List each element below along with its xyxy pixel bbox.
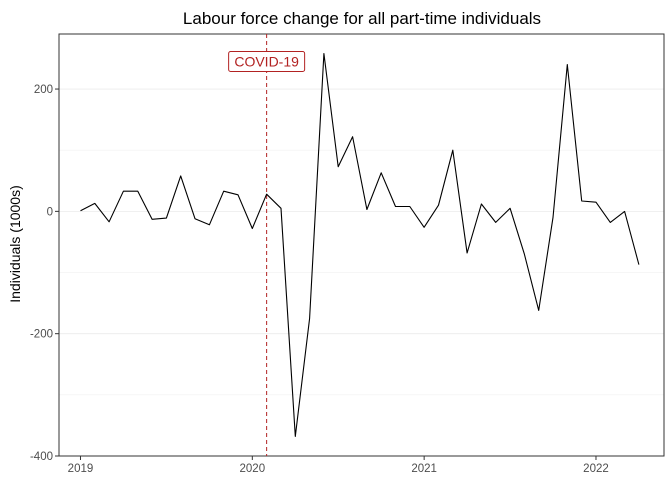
series-line	[80, 53, 640, 437]
covid-label: COVID-19	[234, 54, 299, 70]
x-tick-label: 2021	[411, 463, 437, 475]
x-tick-label: 2020	[240, 463, 266, 475]
y-axis-label: Individuals (1000s)	[7, 185, 23, 303]
covid-label-box	[228, 51, 306, 73]
y-tick-label: -200	[30, 329, 53, 341]
y-tick-label: 200	[34, 84, 53, 96]
y-tick-label: -400	[30, 451, 53, 463]
series-layer	[80, 53, 640, 437]
plot-border	[58, 33, 665, 457]
y-tick-label: 0	[47, 206, 53, 218]
x-tick-label: 2022	[583, 463, 609, 475]
annotation-layer: COVID-19	[228, 34, 306, 456]
x-tick-label: 2019	[68, 463, 94, 475]
chart-title: Labour force change for all part-time in…	[183, 9, 541, 28]
axes: 200 0 -200 -400 2019 2020 2021 2022	[30, 33, 665, 475]
gridlines	[59, 88, 664, 457]
